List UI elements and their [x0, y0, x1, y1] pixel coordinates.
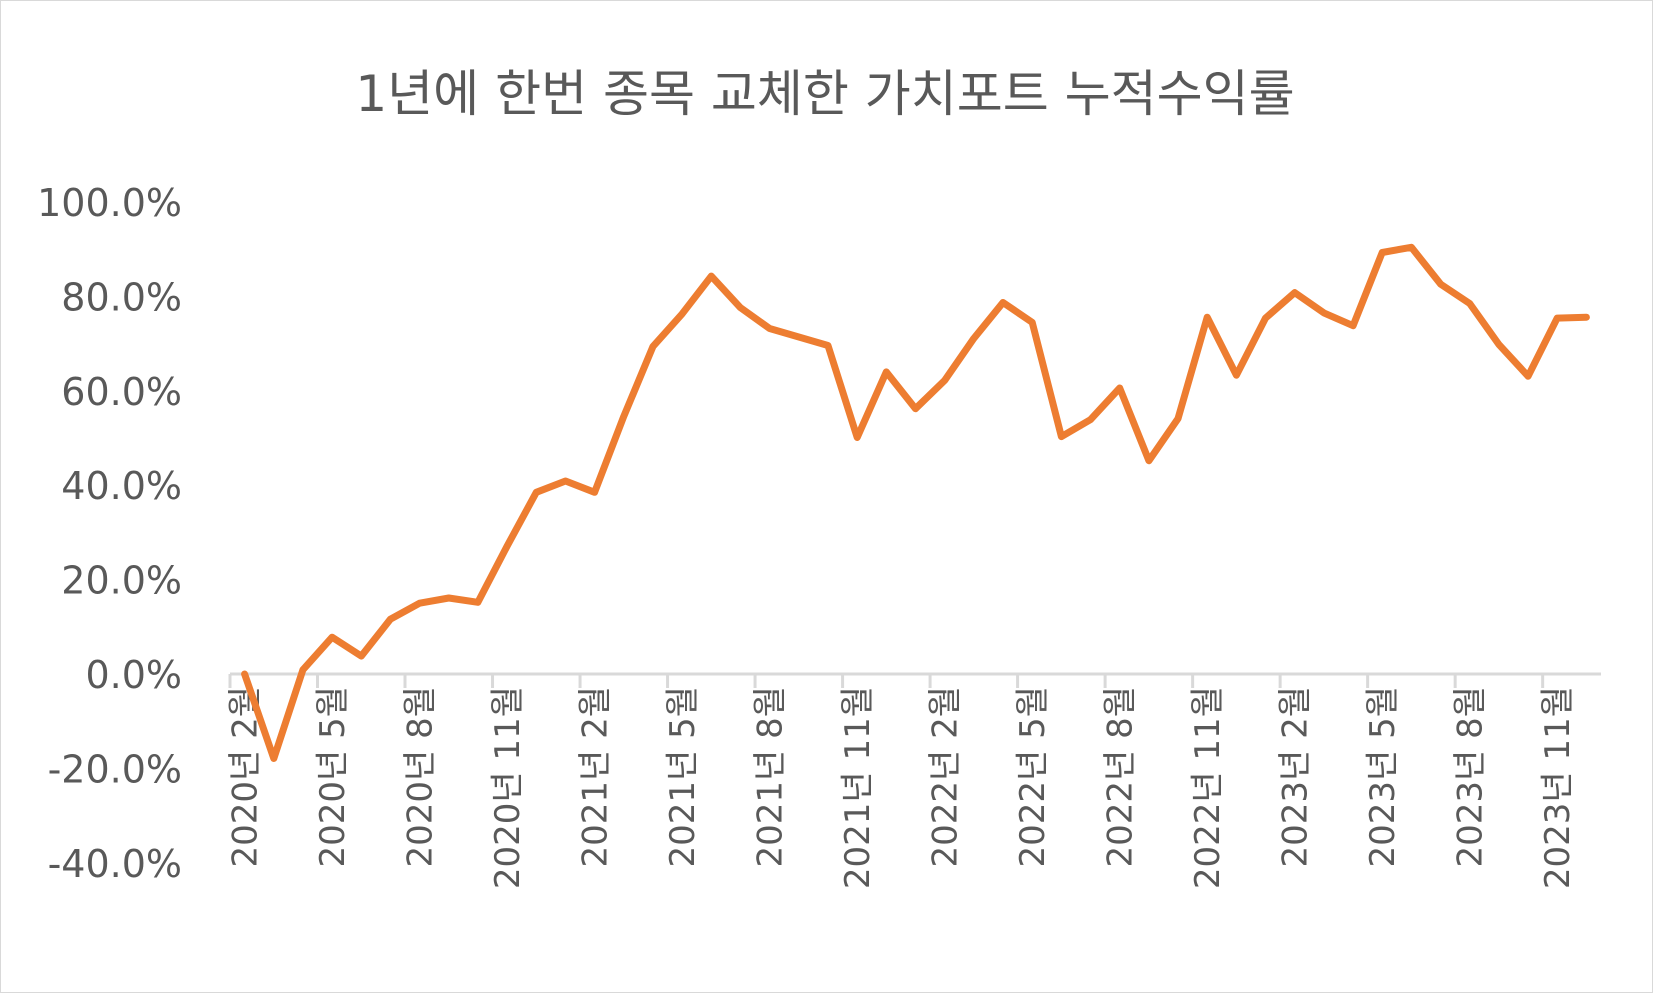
x-tick-label: 2021년 11월 [838, 686, 878, 889]
y-tick-label: -40.0% [48, 842, 182, 886]
y-tick-label: 60.0% [61, 370, 182, 414]
y-tick-label: 20.0% [61, 559, 182, 603]
y-tick-label: 100.0% [37, 181, 182, 225]
x-tick-label: 2022년 5월 [1013, 686, 1053, 868]
x-tick-label: 2022년 2월 [926, 686, 966, 868]
x-tick-label: 2023년 2월 [1276, 686, 1316, 868]
y-tick-label: -20.0% [48, 747, 182, 791]
x-tick-label: 2021년 5월 [663, 686, 703, 868]
series-line [245, 247, 1587, 758]
x-tick-label: 2020년 5월 [313, 686, 353, 868]
series-group [244, 247, 1586, 758]
x-tick-label: 2022년 8월 [1101, 686, 1141, 868]
chart-title: 1년에 한번 종목 교체한 가치포트 누적수익률 [355, 65, 1294, 123]
x-tick-label: 2023년 5월 [1363, 686, 1403, 868]
x-tick-label: 2023년 8월 [1451, 686, 1491, 868]
x-tick-label: 2023년 11월 [1538, 686, 1578, 889]
y-tick-label: 0.0% [85, 653, 182, 697]
x-tick-label: 2021년 8월 [751, 686, 791, 868]
x-tick-label: 2020년 8월 [401, 686, 441, 868]
x-tick-label: 2022년 11월 [1188, 686, 1228, 889]
x-tick-label: 2021년 2월 [576, 686, 616, 868]
y-tick-label: 80.0% [61, 275, 182, 319]
x-tick-label: 2020년 11월 [488, 686, 528, 889]
y-axis: -40.0% -20.0% 0.0% 20.0% 40.0% 60.0% 80.0% 100.… [37, 181, 182, 886]
y-tick-label: 40.0% [61, 464, 182, 508]
